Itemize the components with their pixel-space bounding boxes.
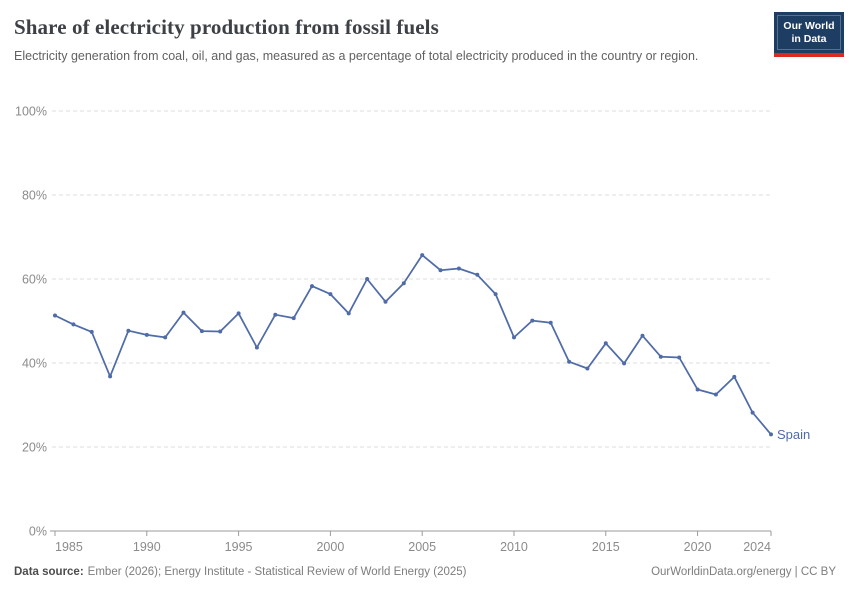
chart-subtitle: Electricity generation from coal, oil, a…: [14, 49, 699, 64]
y-axis-tick-label: 40%: [22, 357, 47, 371]
data-point-2009[interactable]: [493, 292, 498, 297]
data-point-2019[interactable]: [677, 355, 682, 360]
x-axis-tick-label: 1985: [55, 540, 83, 554]
data-point-2008[interactable]: [475, 272, 480, 277]
data-point-2023[interactable]: [750, 410, 755, 415]
data-point-1995[interactable]: [236, 311, 241, 316]
data-point-2006[interactable]: [438, 268, 443, 273]
data-point-2014[interactable]: [585, 366, 590, 371]
x-axis-tick-label: 2005: [408, 540, 436, 554]
data-point-2018[interactable]: [658, 354, 663, 359]
data-point-1988[interactable]: [108, 374, 113, 379]
line-series-spain[interactable]: [54, 254, 772, 436]
credit-link[interactable]: OurWorldinData.org/energy | CC BY: [651, 566, 836, 578]
data-point-2007[interactable]: [456, 266, 461, 271]
y-axis-tick-label: 60%: [22, 273, 47, 287]
x-axis-tick-label: 2000: [316, 540, 344, 554]
chart-footer: Data source: Ember (2026); Energy Institu…: [14, 566, 836, 578]
data-point-2021[interactable]: [713, 392, 718, 397]
data-point-1991[interactable]: [163, 335, 168, 340]
data-point-2020[interactable]: [695, 387, 700, 392]
data-point-2016[interactable]: [622, 361, 627, 366]
data-point-1997[interactable]: [273, 312, 278, 317]
data-point-2001[interactable]: [346, 311, 351, 316]
data-point-2002[interactable]: [365, 277, 370, 281]
data-point-2015[interactable]: [603, 341, 608, 346]
chart-header: Share of electricity production from fos…: [14, 14, 754, 65]
data-point-2010[interactable]: [512, 335, 516, 340]
owid-logo-inner: Our World in Data: [777, 15, 841, 50]
data-point-1990[interactable]: [144, 332, 149, 337]
data-point-1986[interactable]: [71, 322, 76, 327]
y-axis-tick-label: 100%: [15, 105, 47, 119]
data-point-2004[interactable]: [401, 281, 406, 286]
data-point-1989[interactable]: [126, 328, 131, 333]
x-axis-tick-label: 1995: [225, 540, 253, 554]
data-point-2022[interactable]: [732, 374, 737, 379]
owid-logo[interactable]: Our World in Data: [774, 12, 844, 57]
data-point-2005[interactable]: [420, 253, 425, 258]
data-point-2024[interactable]: [769, 432, 773, 437]
data-source-label: Data source:: [14, 566, 84, 578]
data-point-1998[interactable]: [291, 316, 296, 321]
data-point-2000[interactable]: [328, 292, 333, 297]
data-point-2013[interactable]: [567, 359, 572, 364]
data-point-1987[interactable]: [89, 329, 94, 334]
y-axis-tick-label: 0%: [29, 525, 47, 539]
data-point-1985[interactable]: [53, 313, 57, 318]
x-axis-tick-label: 2024: [743, 540, 771, 554]
x-axis-tick-label: 1990: [133, 540, 161, 554]
data-source: Data source: Ember (2026); Energy Institu…: [14, 566, 466, 578]
x-axis-tick-label: 2015: [592, 540, 620, 554]
page-title: Share of electricity production from fos…: [14, 15, 439, 39]
x-axis-tick-label: 2010: [500, 540, 528, 554]
x-axis-tick-label: 2020: [684, 540, 712, 554]
y-axis-tick-label: 80%: [22, 189, 47, 203]
data-point-1999[interactable]: [310, 284, 314, 289]
data-point-2017[interactable]: [640, 333, 645, 338]
data-point-1993[interactable]: [199, 329, 204, 334]
data-point-2003[interactable]: [383, 299, 388, 304]
logo-text-line2: in Data: [791, 32, 827, 45]
series-label-spain[interactable]: Spain: [777, 427, 810, 442]
data-point-2011[interactable]: [530, 318, 535, 323]
y-axis-tick-label: 20%: [22, 441, 47, 455]
data-point-2012[interactable]: [548, 320, 553, 325]
logo-text-line1: Our World: [783, 19, 835, 32]
data-point-1994[interactable]: [218, 329, 223, 334]
data-point-1992[interactable]: [181, 310, 186, 315]
data-source-text: Ember (2026); Energy Institute - Statist…: [87, 566, 467, 578]
data-point-1996[interactable]: [254, 345, 259, 350]
